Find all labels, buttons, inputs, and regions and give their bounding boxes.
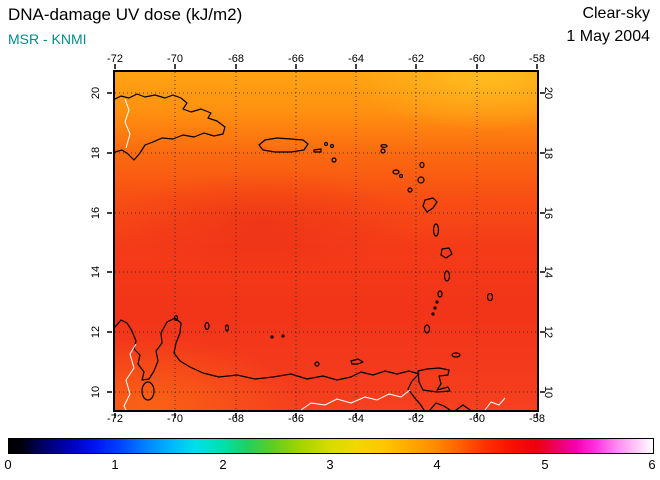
y-axis-right: 20 18 16 14 12 10 [540, 70, 556, 412]
x-tick-label: -70 [167, 53, 183, 65]
x-tick-label: -58 [529, 413, 545, 425]
x-axis-bottom: -72 -70 -68 -66 -64 -62 -60 -58 [107, 413, 545, 426]
y-tick-label: 14 [90, 265, 102, 279]
x-tick-label: -64 [348, 53, 364, 65]
country-borders [123, 98, 506, 411]
colorbar-labels: 0 1 2 3 4 5 6 [4, 457, 656, 473]
y-tick-label: 16 [90, 206, 102, 220]
x-tick-label: -66 [288, 413, 304, 425]
x-tick-label: -72 [107, 413, 123, 425]
x-tick-label: -58 [529, 53, 545, 65]
x-tick-label: -66 [288, 53, 304, 65]
colorbar-tick-label: 6 [648, 457, 656, 472]
map-overlay [107, 64, 545, 418]
x-tick-label: -68 [228, 53, 244, 65]
x-tick-label: -70 [167, 413, 183, 425]
date-label: 1 May 2004 [566, 28, 650, 45]
y-tick-label: 20 [90, 86, 102, 100]
x-tick-label: -60 [469, 413, 485, 425]
sky-condition-label: Clear-sky [582, 5, 650, 22]
colorbar-tick-label: 4 [433, 457, 441, 472]
colorbar-tick-label: 5 [541, 457, 549, 472]
coastlines [114, 93, 494, 411]
colorbar-tick-label: 0 [4, 457, 12, 472]
data-source-label: MSR - KNMI [8, 31, 87, 47]
y-tick-label: 10 [90, 385, 102, 399]
x-tick-label: -60 [469, 53, 485, 65]
page-title: DNA-damage UV dose (kJ/m2) [8, 5, 243, 24]
colorbar [8, 438, 654, 454]
axis-ticks [107, 64, 545, 418]
x-tick-label: -68 [228, 413, 244, 425]
colorbar-tick-label: 3 [326, 457, 334, 472]
colorbar-tick-label: 1 [111, 457, 119, 472]
uv-dose-map [107, 64, 545, 418]
x-tick-label: -72 [107, 53, 123, 65]
y-tick-label: 12 [90, 325, 102, 339]
gridlines [115, 72, 537, 410]
colorbar-tick-label: 2 [219, 457, 227, 472]
x-tick-label: -62 [408, 53, 424, 65]
y-axis-left: 20 18 16 14 12 10 [88, 70, 104, 412]
y-tick-label: 18 [90, 146, 102, 160]
x-tick-label: -62 [408, 413, 424, 425]
x-axis-top: -72 -70 -68 -66 -64 -62 -60 -58 [107, 53, 545, 66]
x-tick-label: -64 [348, 413, 364, 425]
